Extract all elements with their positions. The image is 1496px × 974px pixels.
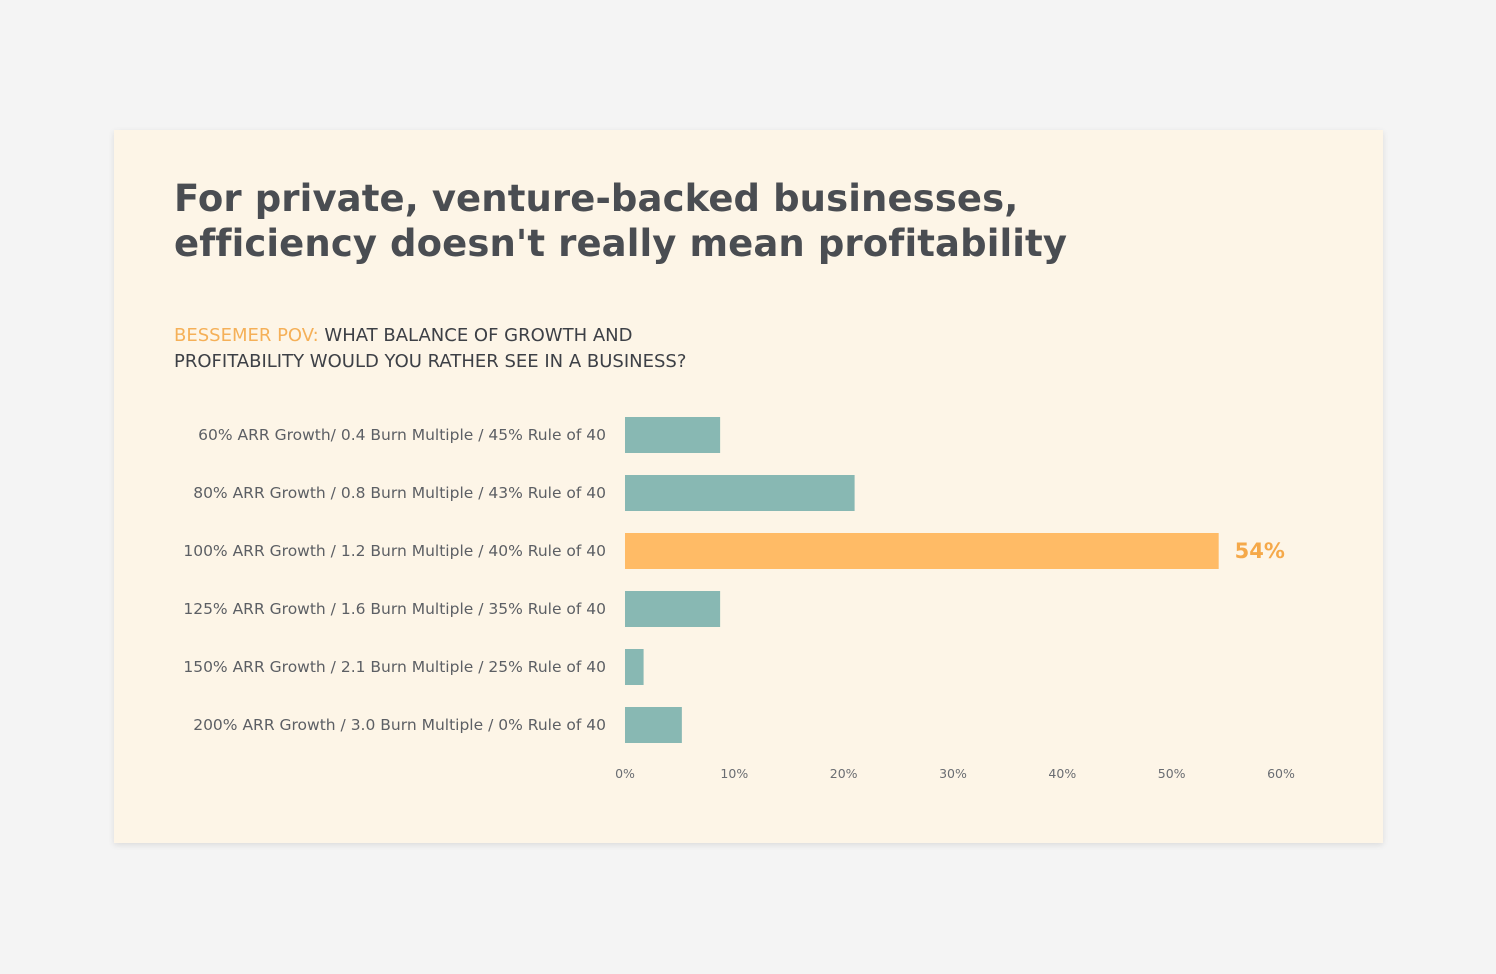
category-label: 125% ARR Growth / 1.6 Burn Multiple / 35… xyxy=(183,600,606,618)
subtitle-line-1: WHAT BALANCE OF GROWTH AND xyxy=(318,325,633,346)
category-label: 150% ARR Growth / 2.1 Burn Multiple / 25… xyxy=(183,658,606,676)
chart-title-line-2: efficiency doesn't really mean profitabi… xyxy=(174,222,1068,265)
x-tick-label: 30% xyxy=(939,766,967,781)
highlight-value-label: 54% xyxy=(1235,539,1285,563)
bar-chart: 60% ARR Growth/ 0.4 Burn Multiple / 45% … xyxy=(183,417,1295,781)
bar xyxy=(625,649,644,685)
x-tick-label: 0% xyxy=(615,766,635,781)
chart-card: For private, venture-backed businesses, … xyxy=(114,130,1383,843)
category-label: 80% ARR Growth / 0.8 Burn Multiple / 43%… xyxy=(193,484,606,502)
chart-subtitle: BESSEMER POV: WHAT BALANCE OF GROWTH AND… xyxy=(174,323,686,375)
x-tick-label: 40% xyxy=(1048,766,1076,781)
x-tick-label: 10% xyxy=(720,766,748,781)
bar xyxy=(625,591,721,627)
subtitle-prefix: BESSEMER POV: xyxy=(174,325,319,346)
category-label: 200% ARR Growth / 3.0 Burn Multiple / 0%… xyxy=(193,716,606,734)
x-tick-label: 20% xyxy=(830,766,858,781)
chart-title: For private, venture-backed businesses, … xyxy=(174,176,1067,266)
subtitle-line-2: PROFITABILITY WOULD YOU RATHER SEE IN A … xyxy=(174,351,687,372)
chart-title-line-1: For private, venture-backed businesses, xyxy=(174,177,1019,220)
category-label: 60% ARR Growth/ 0.4 Burn Multiple / 45% … xyxy=(198,426,606,444)
highlight-bar xyxy=(625,533,1219,569)
bar xyxy=(625,417,721,453)
category-label: 100% ARR Growth / 1.2 Burn Multiple / 40… xyxy=(183,542,606,560)
x-tick-label: 50% xyxy=(1158,766,1186,781)
bar xyxy=(625,475,855,511)
bar xyxy=(625,707,682,743)
x-tick-label: 60% xyxy=(1267,766,1295,781)
